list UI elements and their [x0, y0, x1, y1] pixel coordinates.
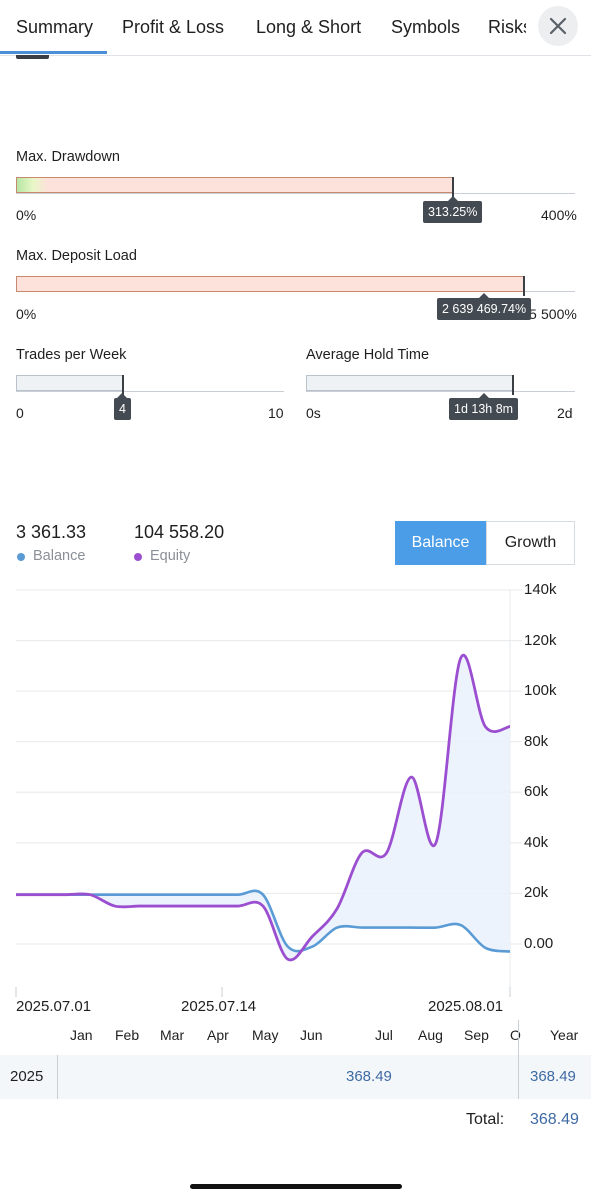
- y-tick-label: 40k: [524, 833, 549, 851]
- tab-profit-loss[interactable]: Profit & Loss: [122, 17, 225, 37]
- trades-per-week-marker: [122, 375, 124, 395]
- jul-value-cell[interactable]: 368.49: [346, 1068, 392, 1085]
- trades-per-week-value: 4: [114, 393, 131, 420]
- max-deposit-load-value: 2 639 469.74%: [437, 293, 532, 320]
- close-icon: [549, 17, 567, 35]
- y-tick-label: 140k: [524, 581, 557, 598]
- equity-value: 104 558.20: [134, 522, 225, 542]
- close-button[interactable]: [538, 6, 578, 46]
- y-tick-label: 120k: [524, 631, 557, 649]
- avg-hold-time-min: 0s: [306, 405, 321, 421]
- month-jul: Jul: [375, 1027, 393, 1043]
- max-drawdown-gradient: [17, 178, 47, 192]
- table-row: [0, 1055, 591, 1099]
- y-tick-label: 20k: [524, 884, 549, 902]
- scroll-indicator: [16, 55, 49, 59]
- equity-dot-icon: [134, 553, 142, 561]
- month-feb: Feb: [115, 1027, 140, 1043]
- growth-toggle-button[interactable]: Growth: [486, 521, 575, 565]
- chart-x-ticks: [15, 987, 511, 997]
- max-drawdown-fill: [16, 177, 454, 193]
- max-drawdown-label: Max. Drawdown: [16, 149, 120, 165]
- trades-per-week-max: 10: [268, 405, 284, 421]
- max-drawdown-value: 313.25%: [423, 196, 483, 223]
- trades-per-week-label: Trades per Week: [16, 347, 127, 363]
- balance-series-line: [16, 889, 511, 953]
- y-tick-label: 100k: [524, 682, 557, 700]
- total-label: Total:: [466, 1111, 505, 1128]
- month-oct: O: [510, 1027, 521, 1043]
- max-deposit-load-marker: [523, 276, 525, 296]
- avg-hold-time-max: 2d: [557, 405, 573, 421]
- month-may: May: [252, 1027, 279, 1043]
- balance-label[interactable]: Balance: [33, 548, 86, 564]
- equity-balance-area: [16, 655, 510, 961]
- balance-dot-icon: [17, 553, 25, 561]
- month-year: Year: [550, 1027, 579, 1043]
- trades-per-week-min: 0: [16, 405, 24, 421]
- year-cell: 2025: [10, 1068, 44, 1085]
- x-axis-label-jul14: 2025.07.14: [181, 998, 257, 1015]
- avg-hold-time-track: [306, 391, 575, 392]
- avg-hold-time-label: Average Hold Time: [306, 347, 430, 363]
- tab-long-short[interactable]: Long & Short: [256, 17, 362, 37]
- y-tick-label: 80k: [524, 732, 549, 750]
- equity-label[interactable]: Equity: [150, 548, 191, 564]
- trades-per-week-fill: [16, 375, 124, 391]
- max-deposit-load-min: 0%: [16, 306, 37, 322]
- month-jan: Jan: [70, 1027, 93, 1043]
- max-deposit-load-track: [525, 291, 575, 292]
- y-tick-label: 0.00: [524, 935, 554, 952]
- tab-scroll-area[interactable]: Summary Profit & Loss Long & Short Symbo…: [0, 0, 526, 56]
- balance-value: 3 361.33: [16, 522, 87, 542]
- month-aug: Aug: [418, 1027, 443, 1043]
- month-sep: Sep: [464, 1027, 489, 1043]
- equity-series-line: [16, 653, 511, 962]
- max-deposit-load-max: 500%: [541, 306, 577, 322]
- table-divider-year: [518, 1020, 519, 1099]
- max-drawdown-max: 400%: [541, 207, 577, 223]
- x-axis-label-jul01: 2025.07.01: [16, 998, 92, 1015]
- month-apr: Apr: [207, 1027, 229, 1043]
- max-deposit-load-label: Max. Deposit Load: [16, 248, 137, 264]
- month-jun: Jun: [300, 1027, 323, 1043]
- y-tick-label: 60k: [524, 783, 549, 801]
- tab-bar: Summary Profit & Loss Long & Short Symbo…: [0, 0, 591, 56]
- max-deposit-load-max: 5: [529, 306, 537, 322]
- total-value: 368.49: [530, 1111, 579, 1128]
- month-mar: Mar: [160, 1027, 185, 1043]
- x-axis-label-aug01: 2025.08.01: [428, 998, 504, 1015]
- avg-hold-time-value: 1d 13h 8m: [449, 393, 519, 420]
- active-tab-indicator: [0, 51, 107, 54]
- balance-toggle-button[interactable]: Balance: [395, 521, 486, 565]
- table-divider: [57, 1055, 58, 1099]
- home-indicator: [190, 1184, 402, 1189]
- max-drawdown-min: 0%: [16, 207, 37, 223]
- max-drawdown-track: [16, 193, 575, 194]
- balance-equity-chart[interactable]: [0, 575, 591, 1015]
- tab-summary[interactable]: Summary: [16, 17, 94, 37]
- max-deposit-load-fill: [16, 276, 525, 292]
- avg-hold-time-marker: [512, 375, 514, 395]
- avg-hold-time-fill: [306, 375, 514, 391]
- tab-risks[interactable]: Risks: [488, 17, 526, 37]
- year-value-cell[interactable]: 368.49: [530, 1068, 576, 1085]
- tab-symbols[interactable]: Symbols: [391, 17, 461, 37]
- trades-per-week-track: [16, 391, 284, 392]
- max-drawdown-marker: [452, 177, 454, 197]
